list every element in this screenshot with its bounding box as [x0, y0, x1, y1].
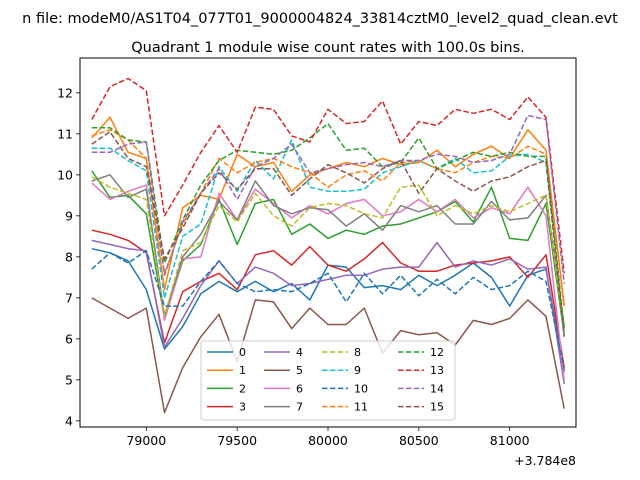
legend-label-7: 7	[296, 401, 303, 414]
legend-label-12: 12	[430, 346, 444, 359]
series-line-6	[91, 182, 565, 380]
y-tick-label: 10	[57, 167, 73, 182]
series-line-15	[91, 131, 565, 337]
legend-label-0: 0	[239, 346, 246, 359]
series-line-13	[91, 77, 565, 274]
y-tick-label: 4	[65, 413, 73, 428]
y-axis-ticks: 4 5 6 7 8 9 10 11 12	[57, 85, 80, 428]
series-line-5	[91, 297, 565, 414]
y-tick-label: 11	[57, 126, 73, 141]
legend-label-9: 9	[354, 364, 361, 377]
x-tick-label: 79000	[126, 433, 166, 448]
figure-suptitle: n file: modeM0/AS1T04_077T01_9000004824_…	[22, 11, 618, 27]
legend-label-4: 4	[296, 346, 303, 359]
series-line-9	[91, 139, 565, 335]
chart-title: Quadrant 1 module wise count rates with …	[131, 40, 525, 56]
x-axis-offset-label: +3.784e8	[514, 453, 576, 468]
legend-label-15: 15	[430, 401, 444, 414]
series-line-12	[91, 122, 565, 329]
y-tick-label: 8	[65, 249, 73, 264]
legend-label-1: 1	[239, 364, 246, 377]
series-line-1	[91, 116, 565, 307]
y-tick-label: 9	[65, 208, 73, 223]
y-tick-label: 6	[65, 331, 73, 346]
legend-label-8: 8	[354, 346, 361, 359]
legend-label-2: 2	[239, 382, 246, 395]
legend-label-13: 13	[430, 364, 444, 377]
y-tick-label: 12	[57, 85, 73, 100]
legend-label-3: 3	[239, 401, 246, 414]
legend-label-11: 11	[354, 401, 368, 414]
series-line-10	[91, 249, 565, 370]
legend-label-5: 5	[296, 364, 303, 377]
y-tick-label: 7	[65, 290, 73, 305]
series-layer	[91, 77, 565, 414]
series-line-8	[91, 176, 565, 331]
x-tick-label: 80500	[399, 433, 439, 448]
legend-label-6: 6	[296, 382, 303, 395]
legend-box	[200, 340, 456, 421]
x-axis-ticks: 79000 79500 80000 80500 81000	[126, 427, 530, 448]
x-tick-label: 81000	[490, 433, 530, 448]
series-line-4	[91, 239, 565, 385]
x-tick-label: 79500	[217, 433, 257, 448]
series-line-3	[91, 229, 565, 368]
legend-label-14: 14	[430, 382, 444, 395]
legend-label-10: 10	[354, 382, 368, 395]
series-line-14	[91, 114, 565, 284]
x-tick-label: 80000	[308, 433, 348, 448]
y-tick-label: 5	[65, 372, 73, 387]
